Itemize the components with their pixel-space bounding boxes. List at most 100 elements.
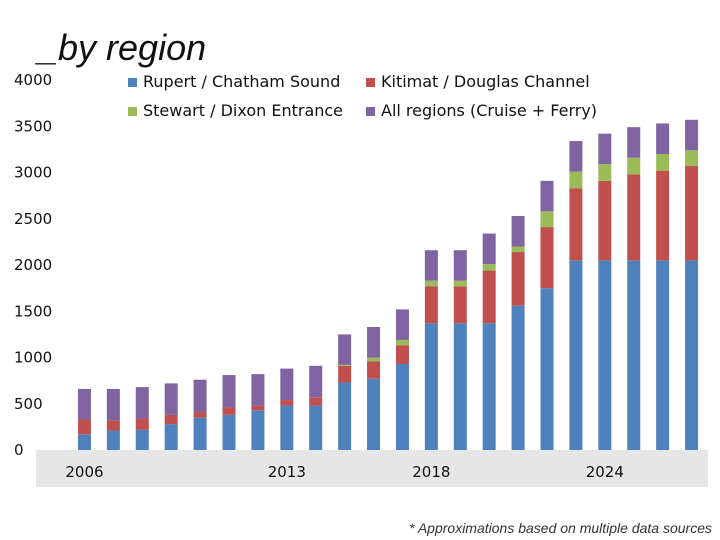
bar-segment-all-regions-cruise-ferry: [627, 127, 641, 158]
plot-background: [36, 450, 708, 487]
bar-series: [77, 119, 699, 451]
bar-segment-stewart-dixon-entrance: [656, 154, 670, 171]
y-tick-label: 2500: [14, 210, 52, 228]
bar-segment-stewart-dixon-entrance: [511, 246, 525, 253]
bar-segment-all-regions-cruise-ferry: [193, 379, 207, 413]
bar-segment-rupert-chatham-sound: [453, 323, 467, 450]
bar-segment-rupert-chatham-sound: [251, 410, 265, 450]
x-tick-label: 2006: [65, 463, 103, 481]
bar-segment-stewart-dixon-entrance: [338, 364, 352, 366]
bar-segment-kitimat-douglas-channel: [280, 400, 294, 406]
bar-segment-rupert-chatham-sound: [424, 323, 438, 450]
bar-segment-all-regions-cruise-ferry: [280, 368, 294, 401]
bar-segment-stewart-dixon-entrance: [540, 211, 554, 228]
bar-segment-all-regions-cruise-ferry: [424, 250, 438, 281]
x-tick-label: 2024: [586, 463, 624, 481]
bar-segment-kitimat-douglas-channel: [482, 270, 496, 324]
bar-segment-rupert-chatham-sound: [164, 424, 178, 450]
bar-segment-stewart-dixon-entrance: [395, 339, 409, 346]
bar-segment-rupert-chatham-sound: [280, 405, 294, 450]
bar-segment-kitimat-douglas-channel: [106, 420, 120, 431]
bar-segment-all-regions-cruise-ferry: [251, 374, 265, 406]
y-tick-label: 1000: [14, 349, 52, 367]
bar-segment-rupert-chatham-sound: [540, 288, 554, 451]
bar-segment-rupert-chatham-sound: [598, 260, 612, 451]
bar-segment-kitimat-douglas-channel: [222, 407, 236, 415]
bar-segment-rupert-chatham-sound: [656, 260, 670, 451]
y-tick-label: 500: [14, 395, 43, 413]
x-tick-label: 2013: [268, 463, 306, 481]
bar-segment-kitimat-douglas-channel: [627, 174, 641, 261]
legend-label: All regions (Cruise + Ferry): [381, 101, 597, 120]
bar-segment-kitimat-douglas-channel: [685, 166, 699, 261]
bar-segment-all-regions-cruise-ferry: [453, 250, 467, 281]
bar-segment-stewart-dixon-entrance: [482, 264, 496, 271]
bar-segment-rupert-chatham-sound: [135, 429, 149, 450]
bar-segment-stewart-dixon-entrance: [627, 157, 641, 175]
bar-segment-kitimat-douglas-channel: [309, 397, 323, 406]
legend-label: Stewart / Dixon Entrance: [143, 101, 343, 120]
legend-label: Rupert / Chatham Sound: [143, 72, 340, 91]
bar-segment-all-regions-cruise-ferry: [569, 141, 583, 172]
bar-segment-all-regions-cruise-ferry: [338, 334, 352, 365]
bar-segment-rupert-chatham-sound: [106, 430, 120, 450]
bar-segment-rupert-chatham-sound: [395, 363, 409, 450]
bar-segment-kitimat-douglas-channel: [338, 365, 352, 383]
y-tick-label: 4000: [14, 71, 52, 89]
bar-segment-rupert-chatham-sound: [222, 414, 236, 450]
x-axis: 2006 2013 2018 2024: [65, 463, 624, 481]
bar-segment-kitimat-douglas-channel: [164, 414, 178, 425]
legend-swatch: [128, 78, 137, 87]
legend-swatch: [366, 107, 375, 116]
bar-segment-stewart-dixon-entrance: [367, 357, 381, 362]
bar-segment-rupert-chatham-sound: [193, 417, 207, 451]
bar-segment-all-regions-cruise-ferry: [395, 309, 409, 340]
bar-segment-rupert-chatham-sound: [367, 378, 381, 450]
bar-segment-stewart-dixon-entrance: [685, 150, 699, 167]
y-tick-label: 3500: [14, 117, 52, 135]
bar-segment-all-regions-cruise-ferry: [511, 215, 525, 247]
bar-segment-rupert-chatham-sound: [627, 260, 641, 451]
bar-segment-all-regions-cruise-ferry: [77, 388, 91, 420]
bar-segment-rupert-chatham-sound: [77, 434, 91, 450]
plot-area: [66, 80, 708, 450]
bar-segment-stewart-dixon-entrance: [424, 280, 438, 287]
bar-segment-kitimat-douglas-channel: [540, 227, 554, 289]
bar-segment-kitimat-douglas-channel: [656, 170, 670, 261]
bar-segment-stewart-dixon-entrance: [453, 280, 467, 287]
legend-swatch: [128, 107, 137, 116]
y-tick-label: 1500: [14, 302, 52, 320]
bar-segment-kitimat-douglas-channel: [395, 345, 409, 364]
bar-segment-all-regions-cruise-ferry: [106, 388, 120, 421]
footnote: * Approximations based on multiple data …: [409, 520, 712, 536]
bar-segment-all-regions-cruise-ferry: [540, 180, 554, 212]
bar-segment-rupert-chatham-sound: [511, 305, 525, 450]
bar-segment-kitimat-douglas-channel: [511, 252, 525, 306]
bar-segment-kitimat-douglas-channel: [453, 286, 467, 324]
y-axis: 0 500 1000 1500 2000 2500 3000 3500 4000: [14, 71, 52, 459]
bar-segment-all-regions-cruise-ferry: [309, 365, 323, 398]
bar-segment-kitimat-douglas-channel: [598, 180, 612, 261]
bar-segment-all-regions-cruise-ferry: [164, 383, 178, 415]
y-tick-label: 2000: [14, 256, 52, 274]
bar-segment-kitimat-douglas-channel: [424, 286, 438, 324]
legend: Rupert / Chatham Sound Kitimat / Douglas …: [128, 72, 597, 120]
bar-segment-stewart-dixon-entrance: [598, 164, 612, 181]
bar-segment-kitimat-douglas-channel: [135, 418, 149, 430]
bar-segment-kitimat-douglas-channel: [569, 188, 583, 261]
bar-segment-stewart-dixon-entrance: [569, 171, 583, 189]
bar-segment-kitimat-douglas-channel: [193, 412, 207, 418]
legend-swatch: [366, 78, 375, 87]
chart-title: _by region: [35, 27, 206, 68]
bar-segment-all-regions-cruise-ferry: [656, 123, 670, 154]
bar-segment-rupert-chatham-sound: [482, 323, 496, 450]
bar-segment-all-regions-cruise-ferry: [685, 119, 699, 151]
bar-segment-all-regions-cruise-ferry: [367, 326, 381, 358]
y-tick-label: 3000: [14, 164, 52, 182]
bar-segment-rupert-chatham-sound: [309, 405, 323, 450]
bar-segment-kitimat-douglas-channel: [367, 361, 381, 379]
x-tick-label: 2018: [412, 463, 450, 481]
bar-segment-rupert-chatham-sound: [569, 260, 583, 451]
y-tick-label: 0: [14, 441, 24, 459]
bar-segment-rupert-chatham-sound: [338, 382, 352, 450]
